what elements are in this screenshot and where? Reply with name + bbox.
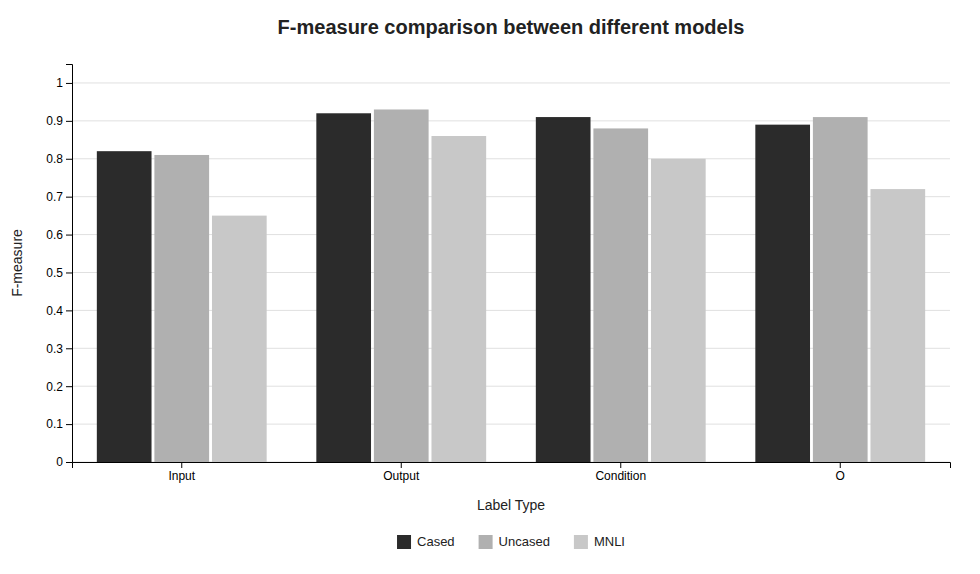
x-tick-label: Input xyxy=(168,469,195,483)
y-tick-mark xyxy=(66,348,72,349)
bar xyxy=(755,125,810,462)
x-tick-mark xyxy=(401,462,402,468)
y-tick-mark xyxy=(66,121,72,122)
y-tick-label: 0.7 xyxy=(46,190,63,204)
y-tick: 0.7 xyxy=(46,190,72,204)
bar-series xyxy=(212,136,925,462)
legend-label: Cased xyxy=(417,534,455,549)
bar xyxy=(536,117,591,462)
bar xyxy=(870,189,925,462)
y-axis-label: F-measure xyxy=(9,229,25,297)
y-tick-mark xyxy=(66,272,72,273)
legend: Cased Uncased MNLI xyxy=(397,534,625,549)
x-tick-mark xyxy=(181,462,182,468)
y-tick: 0.2 xyxy=(46,380,72,394)
y-tick-mark xyxy=(66,159,72,160)
chart-svg: 0 0.1 0.2 0.3 0.4 0.5 0.6 0.7 0.8 0.9 1 Input Output… xyxy=(0,0,980,574)
x-tick: Input xyxy=(168,462,195,483)
y-tick: 0.6 xyxy=(46,228,72,242)
y-tick-label: 0.1 xyxy=(46,417,63,431)
y-tick-label: 1 xyxy=(56,76,63,90)
y-tick-mark xyxy=(66,310,72,311)
y-tick-mark xyxy=(66,386,72,387)
y-tick-label: 0.9 xyxy=(46,114,63,128)
bar xyxy=(212,216,267,462)
bar-series xyxy=(97,113,810,462)
legend-item: Cased xyxy=(397,534,455,549)
y-tick-mark xyxy=(66,197,72,198)
y-tick-label: 0.5 xyxy=(46,266,63,280)
bar xyxy=(154,155,209,462)
x-tick-label: O xyxy=(836,469,845,483)
x-tick-label: Output xyxy=(383,469,420,483)
bar xyxy=(593,128,648,462)
bar xyxy=(316,113,371,462)
grid-line xyxy=(72,82,950,83)
bar xyxy=(374,109,429,462)
y-tick: 0.5 xyxy=(46,266,72,280)
y-tick-mark xyxy=(66,462,72,463)
y-tick-label: 0.8 xyxy=(46,152,63,166)
y-tick: 1 xyxy=(56,76,72,90)
y-tick: 0 xyxy=(56,455,72,469)
y-tick-label: 0.2 xyxy=(46,380,63,394)
y-tick-label: 0 xyxy=(56,455,63,469)
bar xyxy=(651,159,706,462)
bar xyxy=(813,117,868,462)
y-tick-label: 0.4 xyxy=(46,304,63,318)
x-tick: Condition xyxy=(595,462,646,483)
x-axis-label: Label Type xyxy=(477,497,545,513)
x-tick: O xyxy=(836,462,845,483)
y-tick: 0.1 xyxy=(46,417,72,431)
legend-swatch xyxy=(397,535,411,549)
legend-item: Uncased xyxy=(479,534,550,549)
grid xyxy=(72,83,950,462)
bar xyxy=(97,151,152,462)
x-tick-mark xyxy=(840,462,841,468)
y-tick-mark xyxy=(66,83,72,84)
x-axis: Input Output Condition O xyxy=(73,462,951,483)
y-axis: 0 0.1 0.2 0.3 0.4 0.5 0.6 0.7 0.8 0.9 1 xyxy=(46,65,72,470)
legend-swatch xyxy=(574,535,588,549)
x-tick-label: Condition xyxy=(595,469,646,483)
legend-label: Uncased xyxy=(499,534,550,549)
y-tick-label: 0.3 xyxy=(46,342,63,356)
x-tick: Output xyxy=(383,462,420,483)
y-tick: 0.9 xyxy=(46,114,72,128)
legend-swatch xyxy=(479,535,493,549)
bar xyxy=(431,136,486,462)
x-axis-line xyxy=(73,463,951,469)
y-tick-label: 0.6 xyxy=(46,228,63,242)
x-tick-mark xyxy=(620,462,621,468)
title: F-measure comparison between different m… xyxy=(278,16,745,38)
y-tick: 0.3 xyxy=(46,342,72,356)
y-axis-line xyxy=(66,65,73,463)
legend-label: MNLI xyxy=(594,534,625,549)
legend-item: MNLI xyxy=(574,534,625,549)
y-tick: 0.8 xyxy=(46,152,72,166)
y-tick-mark xyxy=(66,235,72,236)
y-tick: 0.4 xyxy=(46,304,72,318)
bar-series xyxy=(154,109,867,462)
bars xyxy=(97,109,925,462)
plot-area: 0 0.1 0.2 0.3 0.4 0.5 0.6 0.7 0.8 0.9 1 Input Output… xyxy=(46,65,950,483)
y-tick-mark xyxy=(66,424,72,425)
